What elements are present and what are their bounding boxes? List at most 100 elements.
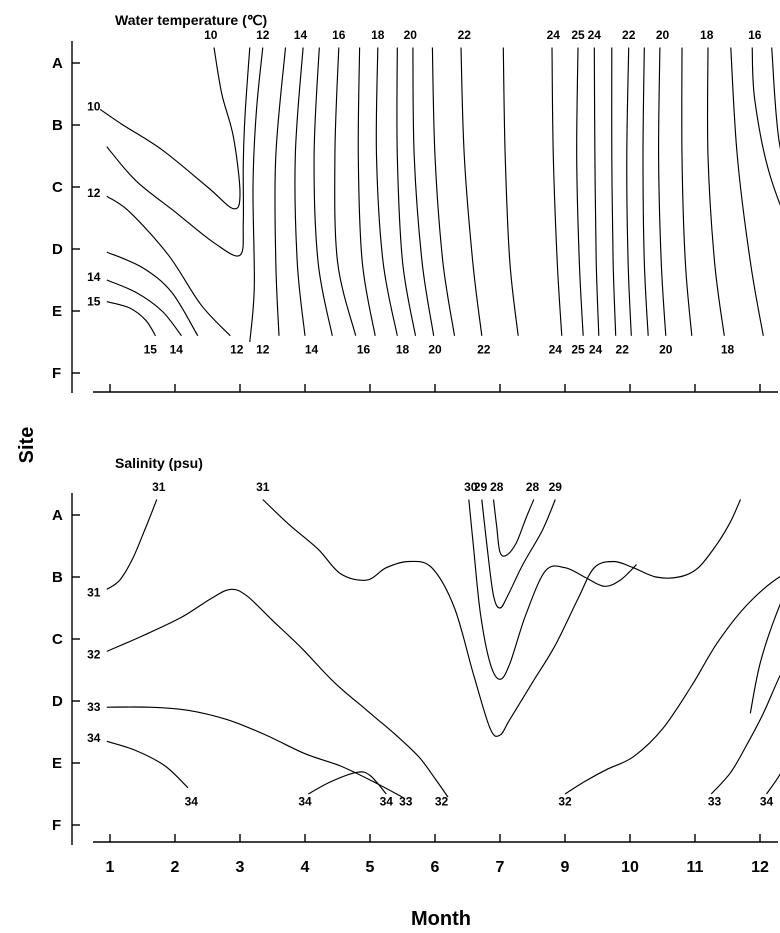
site-label: B (52, 117, 63, 134)
isoline-33 (710, 674, 780, 795)
contour-label: 20 (404, 28, 418, 42)
site-label: F (52, 365, 61, 382)
contour-label: 14 (87, 270, 101, 284)
month-axis: 1 2 3 4 5 6 7 9 10 11 12 (106, 859, 769, 876)
site-label: E (52, 303, 62, 320)
month-tick-label: 3 (236, 859, 245, 876)
month-tick-label: 12 (751, 859, 769, 876)
isoline-15 (106, 301, 156, 337)
contour-label: 24 (589, 342, 603, 356)
contour-label: 22 (622, 28, 636, 42)
isoline-22 (626, 47, 632, 336)
contour-label: 32 (435, 794, 449, 808)
isoline-31 (106, 499, 158, 590)
isoline-28 (492, 499, 535, 557)
contour-label: 31 (256, 480, 270, 494)
panel-salinity: Salinity (psu) ABCDEF3131313130292928283… (52, 455, 780, 845)
isoline-34 (106, 740, 189, 789)
contour-label: 22 (477, 342, 491, 356)
contour-label: 14 (305, 342, 319, 356)
isoline-14 (294, 47, 306, 336)
isoline-25 (576, 47, 584, 336)
month-tick-label: 1 (106, 859, 115, 876)
contour-label: 16 (748, 28, 762, 42)
contour-label: 33 (708, 794, 722, 808)
contour-label: 29 (474, 480, 488, 494)
isoline-31 (262, 499, 742, 737)
contour-label: 30 (464, 480, 478, 494)
month-tick-label: 5 (366, 859, 375, 876)
month-tick-label: 10 (621, 859, 639, 876)
isoline-12 (249, 47, 264, 343)
isoline-22 (460, 47, 483, 336)
month-tick-label: 11 (687, 859, 704, 876)
contour-label: 10 (87, 99, 101, 113)
contour-label: 28 (526, 480, 540, 494)
contour-label: 32 (558, 794, 572, 808)
isoline-21 (431, 47, 456, 336)
month-tick-label: 2 (171, 859, 180, 876)
month-tick-label: 6 (431, 859, 440, 876)
contour-label: 18 (396, 342, 410, 356)
isoline-17 (357, 47, 376, 336)
contour-label: 24 (588, 28, 602, 42)
contour-label: 15 (144, 342, 158, 356)
contour-label: 14 (170, 342, 184, 356)
contour-label: 25 (571, 28, 585, 42)
contour-label: 12 (87, 186, 101, 200)
contour-label: 31 (152, 480, 166, 494)
isoline-34 (766, 773, 780, 795)
x-axis-label: Month (411, 908, 471, 930)
isoline-17 (730, 47, 764, 336)
contour-label: 34 (298, 794, 312, 808)
contour-label: 24 (547, 28, 561, 42)
isoline-29 (481, 499, 556, 609)
contour-label: 12 (256, 28, 270, 42)
contour-label: 20 (659, 342, 673, 356)
contour-label: 33 (399, 794, 413, 808)
isoline-16 (334, 47, 357, 336)
contour-label: 29 (549, 480, 563, 494)
panel-title-temperature: Water temperature (℃) (115, 12, 267, 28)
isoline-12 (106, 195, 231, 337)
site-label: E (52, 755, 62, 772)
contour-label: 15 (87, 295, 101, 309)
contour-label: 34 (185, 794, 199, 808)
contour-label: 24 (549, 342, 563, 356)
isoline-20 (658, 47, 667, 336)
contour-label: 14 (294, 28, 308, 42)
site-label: C (52, 631, 63, 648)
contour-label: 34 (87, 731, 101, 745)
isoline-30 (468, 499, 637, 680)
isoline-32 (106, 588, 449, 798)
site-label: D (52, 693, 63, 710)
contour-label: 31 (87, 586, 101, 600)
isoline-23 (502, 47, 519, 336)
isoline-18 (375, 47, 398, 336)
isoline-13 (274, 47, 287, 336)
isoline-11 (106, 47, 251, 257)
panel-water-temperature: Water temperature (℃) A B C D E F 10 10 12 12 12 12… (52, 12, 780, 393)
contour-label: 20 (656, 28, 670, 42)
isoline-24 (593, 47, 600, 336)
isoline-20 (412, 47, 435, 336)
isoline-19 (396, 47, 417, 336)
site-label: C (52, 179, 63, 196)
site-label: F (52, 817, 61, 834)
month-tick-label: 4 (301, 859, 310, 876)
isoline-32 (564, 576, 780, 795)
contour-label: 34 (760, 794, 774, 808)
site-label: B (52, 569, 63, 586)
contour-label: 34 (380, 794, 394, 808)
isoline-14 (106, 279, 182, 337)
isoline-31 (749, 603, 780, 714)
isoline-34 (308, 771, 387, 795)
month-tick-label: 9 (561, 859, 570, 876)
site-label: A (52, 507, 63, 524)
contour-label: 18 (700, 28, 714, 42)
isoline-18 (706, 47, 725, 336)
isoline-19 (681, 47, 693, 336)
contour-label: 25 (571, 342, 585, 356)
site-label: D (52, 241, 63, 258)
